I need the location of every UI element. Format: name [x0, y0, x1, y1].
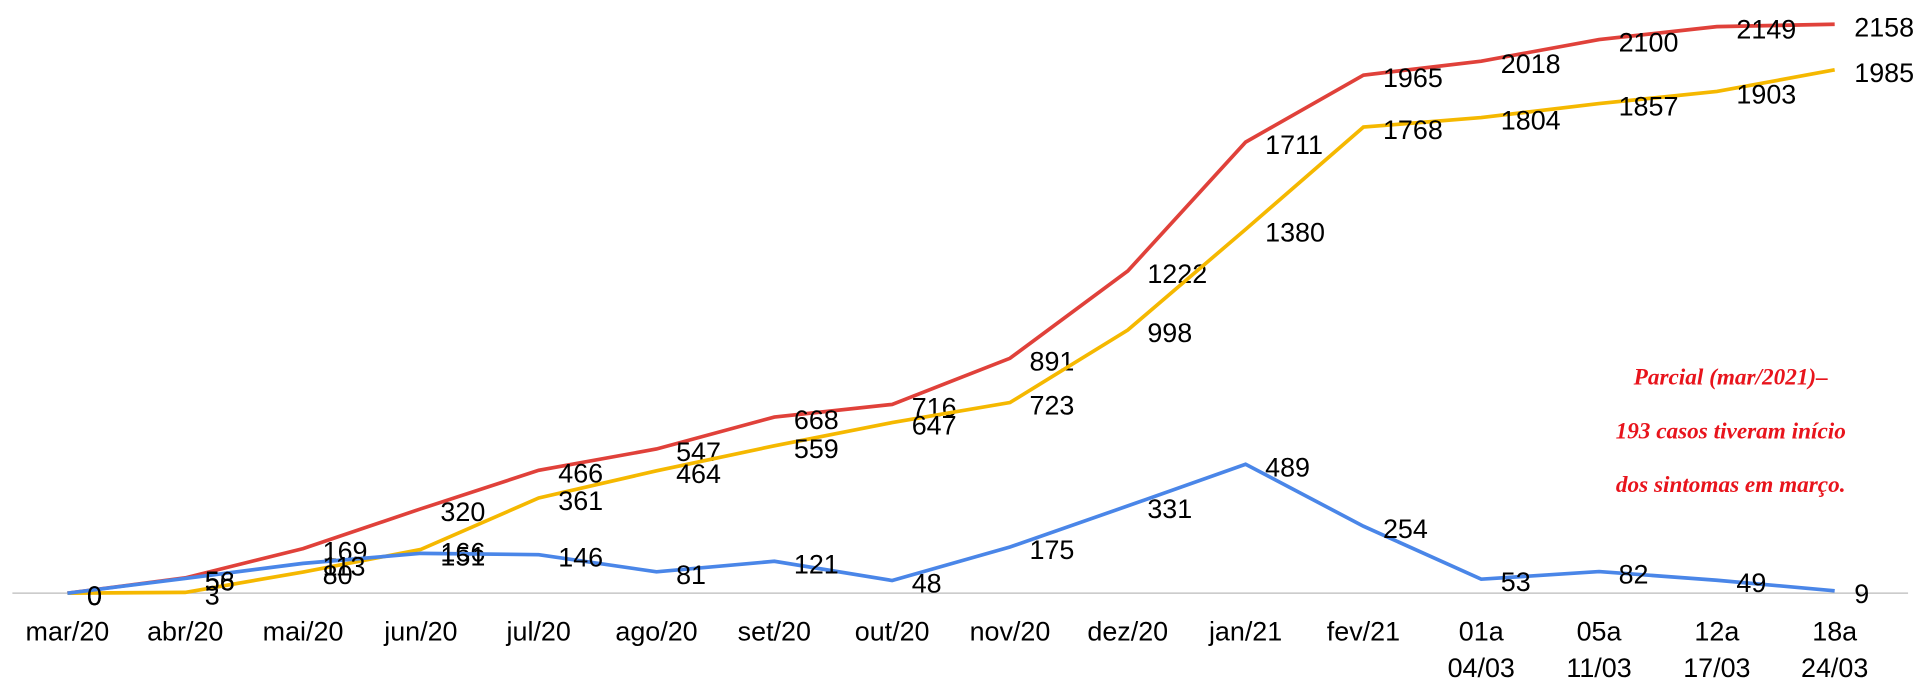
x-tick-label: 01a 04/03	[1448, 617, 1515, 680]
x-tick-label: dez/20	[1087, 617, 1168, 647]
x-tick-label: 18a 24/03	[1801, 617, 1868, 680]
data-label: 48	[912, 569, 942, 599]
x-tick-label: jul/20	[506, 617, 571, 647]
data-label: 56	[205, 566, 235, 596]
data-label: 9	[1854, 579, 1869, 609]
data-label: 2158	[1854, 12, 1914, 42]
annotation: Parcial (mar/2021)–	[1633, 364, 1829, 390]
x-tick-label: 12a 17/03	[1683, 617, 1750, 680]
data-label: 2018	[1501, 49, 1561, 79]
x-tick-label: ago/20	[615, 617, 697, 647]
data-label: 151	[440, 541, 485, 571]
data-label: 320	[440, 497, 485, 527]
data-label: 998	[1147, 318, 1192, 348]
data-label: 0	[87, 581, 102, 611]
data-label: 80	[323, 560, 353, 590]
data-label: 1903	[1736, 79, 1796, 109]
data-label: 254	[1383, 514, 1428, 544]
series-line	[67, 462, 1835, 595]
x-tick-label: out/20	[855, 617, 930, 647]
x-tick-label: jun/20	[383, 617, 457, 647]
data-label: 647	[912, 411, 957, 441]
x-tick-label: nov/20	[970, 617, 1051, 647]
x-tick-label: jan/21	[1208, 617, 1282, 647]
data-label: 1804	[1501, 106, 1561, 136]
data-label: 1768	[1383, 115, 1443, 145]
data-label: 1857	[1619, 92, 1679, 122]
x-tick-label: 05a 11/03	[1566, 617, 1631, 680]
x-tick-label: mar/20	[26, 617, 110, 647]
data-label: 113	[323, 551, 366, 581]
data-label: 1711	[1265, 130, 1323, 160]
data-label: 2149	[1736, 15, 1796, 45]
data-label: 175	[1030, 535, 1075, 565]
data-label: 58	[205, 566, 235, 596]
data-label: 331	[1147, 494, 1192, 524]
data-label: 489	[1265, 452, 1310, 482]
x-tick-label: abr/20	[147, 617, 223, 647]
data-label: 82	[1619, 560, 1649, 590]
data-label: 1380	[1265, 217, 1325, 247]
data-label: 53	[1501, 567, 1531, 597]
data-label: 1965	[1383, 63, 1443, 93]
annotation: 193 casos tiveram início	[1616, 418, 1846, 444]
x-tick-label: set/20	[738, 617, 811, 647]
data-label: 559	[794, 434, 839, 464]
data-label: 81	[676, 560, 706, 590]
x-tick-label: mai/20	[263, 617, 344, 647]
series-line	[67, 22, 1835, 595]
data-label: 723	[1030, 391, 1075, 421]
data-label: 2100	[1619, 28, 1679, 58]
data-label: 891	[1030, 346, 1075, 376]
x-tick-label: fev/21	[1327, 617, 1400, 647]
series-line	[67, 68, 1836, 595]
data-label: 361	[558, 486, 603, 516]
data-label: 1985	[1854, 58, 1914, 88]
data-label: 121	[794, 549, 839, 579]
annotation: dos sintomas em março.	[1616, 472, 1846, 498]
data-label: 146	[558, 543, 603, 573]
data-label: 49	[1736, 568, 1766, 598]
data-label: 464	[676, 459, 721, 489]
data-label: 3	[205, 580, 220, 610]
data-label: 1222	[1147, 259, 1207, 289]
data-label: 668	[794, 405, 839, 435]
